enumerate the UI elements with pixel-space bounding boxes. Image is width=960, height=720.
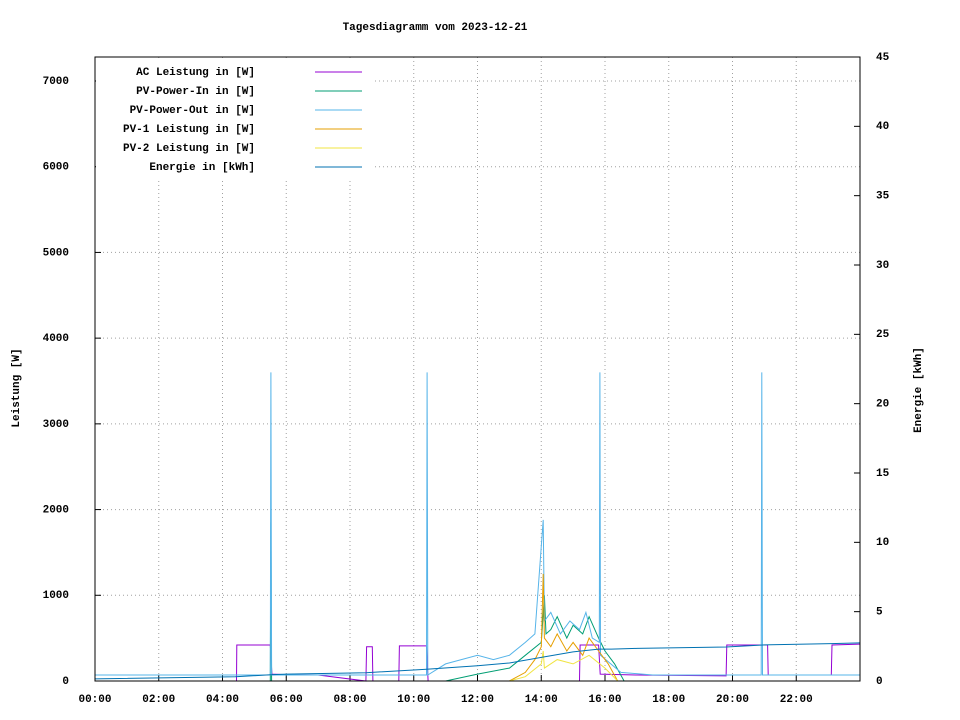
y-tick-label: 7000 — [43, 76, 69, 88]
x-tick-label: 06:00 — [270, 694, 303, 706]
y2-tick-label: 45 — [876, 52, 890, 64]
legend-box — [96, 58, 372, 178]
y2-tick-label: 35 — [876, 191, 890, 203]
legend-label: Energie in [kWh] — [149, 162, 255, 174]
y-tick-label: 5000 — [43, 247, 69, 259]
series-line — [95, 372, 860, 676]
legend-label: PV-Power-Out in [W] — [130, 105, 255, 117]
y-tick-label: 4000 — [43, 333, 69, 345]
x-tick-label: 16:00 — [588, 694, 621, 706]
legend-label: PV-Power-In in [W] — [136, 86, 255, 98]
y2-tick-label: 10 — [876, 537, 889, 549]
y-tick-label: 2000 — [43, 504, 69, 516]
chart-title: Tagesdiagramm vom 2023-12-21 — [343, 22, 528, 34]
y-axis-label: Leistung [W] — [11, 348, 23, 427]
y2-axis-label: Energie [kWh] — [913, 347, 925, 433]
y-tick-label: 1000 — [43, 590, 69, 602]
series-line — [95, 650, 860, 682]
series-line — [95, 573, 860, 682]
y2-tick-label: 30 — [876, 260, 889, 272]
y2-tick-label: 15 — [876, 468, 890, 480]
x-tick-label: 04:00 — [206, 694, 239, 706]
y2-tick-label: 40 — [876, 121, 889, 133]
legend-label: PV-1 Leistung in [W] — [123, 124, 255, 136]
plot-border — [94, 56, 861, 682]
x-tick-label: 02:00 — [142, 694, 175, 706]
y-tick-label: 3000 — [43, 419, 69, 431]
y-tick-label: 6000 — [43, 162, 69, 174]
legend-label: AC Leistung in [W] — [136, 67, 255, 79]
series-line — [94, 642, 861, 680]
x-tick-label: 08:00 — [333, 694, 366, 706]
x-tick-label: 22:00 — [780, 694, 813, 706]
x-tick-label: 18:00 — [652, 694, 685, 706]
y2-tick-label: 25 — [876, 329, 890, 341]
x-tick-label: 00:00 — [78, 694, 111, 706]
y-tick-label: 0 — [62, 676, 69, 688]
x-tick-label: 12:00 — [461, 694, 494, 706]
legend-label: PV-2 Leistung in [W] — [123, 143, 255, 155]
x-tick-label: 10:00 — [397, 694, 430, 706]
y2-tick-label: 20 — [876, 399, 889, 411]
y2-tick-label: 0 — [876, 676, 883, 688]
y2-tick-label: 5 — [876, 607, 883, 619]
x-tick-label: 14:00 — [525, 694, 558, 706]
x-tick-label: 20:00 — [716, 694, 749, 706]
